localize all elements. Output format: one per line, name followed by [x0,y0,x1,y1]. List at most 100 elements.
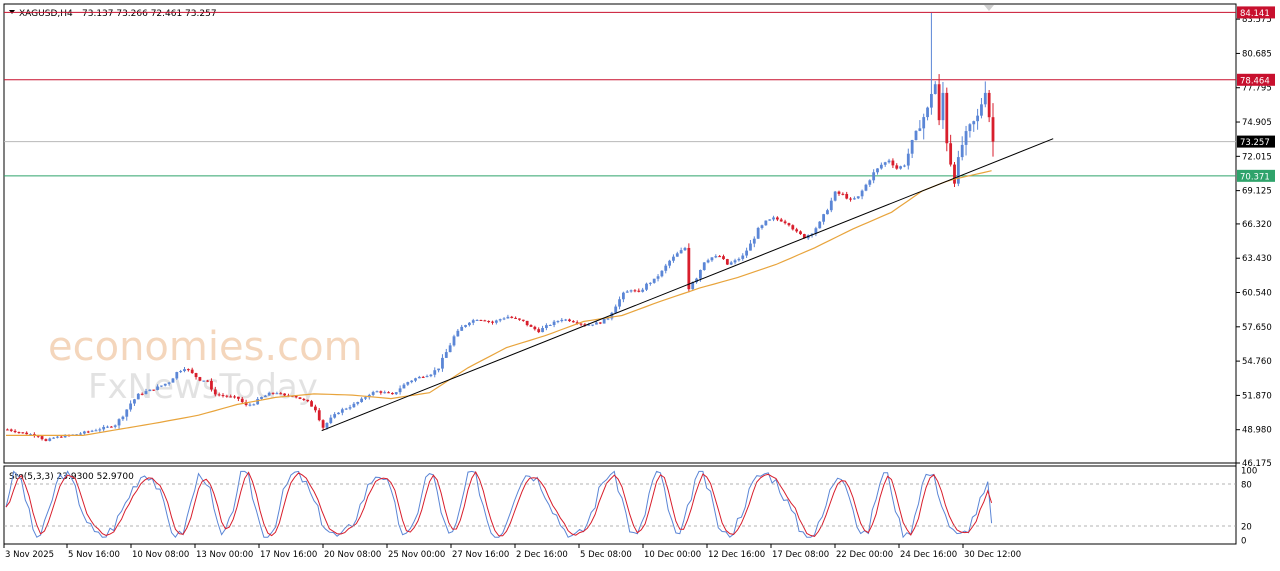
candle [9,428,13,432]
candle [102,424,106,432]
candle [737,257,741,262]
candle [529,324,533,327]
candle [679,247,683,254]
candle [248,402,252,407]
overlays [6,138,1054,436]
candle [783,219,787,225]
stochastic-panel[interactable] [3,465,1237,545]
candle [918,120,922,132]
candle [672,254,675,263]
candle [922,113,926,140]
symbol-label: XAGUSD,H4 [19,9,73,19]
candle [879,162,883,170]
time-tick-label: 13 Nov 00:00 [196,550,253,560]
candle [779,217,783,222]
candle [298,397,302,400]
candle [433,367,437,378]
candle [406,381,410,386]
candle [163,383,167,387]
candle [891,158,895,169]
candle [210,378,213,392]
horizontal-levels[interactable] [4,11,1236,177]
candle [21,432,25,434]
candle [471,318,475,326]
level-tag-current [1237,135,1275,148]
level-tag-resistance [1237,6,1275,19]
candle [926,106,929,121]
candle [417,375,421,379]
price-tick-label: 80.685 [1242,49,1272,59]
candle [229,394,233,398]
candle [129,400,132,412]
candle [664,263,668,274]
candle [660,270,664,278]
trendline[interactable] [321,138,1054,432]
candle [113,424,117,429]
candle [710,257,714,262]
candle [371,390,375,397]
candle [283,393,286,397]
candle [394,392,398,396]
stoch-tick-label: 100 [1241,467,1257,477]
candle [121,415,125,421]
candle [818,220,822,229]
candle [518,318,521,321]
candle [987,90,991,123]
watermark-economies: economies.com [48,324,363,370]
price-tick-label: 48.980 [1242,426,1272,436]
time-tick-label: 22 Dec 00:00 [836,550,893,560]
candle [314,404,317,413]
candle [86,430,90,434]
candle [421,375,425,379]
candle [964,125,968,156]
candle [648,282,652,286]
chart-shift-marker-icon[interactable] [984,5,994,11]
level-tag-resistance [1237,73,1275,86]
candle [756,226,760,239]
stoch-tick-label: 80 [1241,481,1252,491]
candle [814,226,818,237]
candle [545,323,548,331]
candle [321,419,325,431]
time-tick-label: 5 Nov 16:00 [68,550,120,560]
candle [610,311,614,321]
candle [6,428,9,431]
price-tick-label: 51.870 [1242,391,1272,401]
candle [179,369,183,374]
candle [776,216,779,222]
candle [133,398,136,406]
main-panel[interactable] [3,3,1237,464]
candle [633,289,637,293]
candle [502,317,506,321]
candle [972,120,976,132]
candle [29,433,32,436]
moving-average-line [6,170,992,436]
candle [571,320,575,323]
candle [745,247,748,258]
candle [991,103,995,157]
time-tick-label: 3 Nov 2025 [5,550,54,560]
candle [752,236,756,248]
candle [614,304,618,313]
candle [13,429,17,434]
candle [356,401,360,406]
candle [887,158,891,164]
level-tag-label: 73.257 [1240,138,1270,148]
candle [206,379,209,382]
candle [949,134,953,167]
candle [725,258,729,265]
price-tick-label: 66.320 [1242,220,1272,230]
candle [960,136,964,161]
candle [591,324,594,327]
candle [579,323,583,327]
candle [52,437,55,439]
candle [302,397,306,402]
candle [109,426,113,428]
candle [741,253,745,261]
candle [437,368,440,373]
candle [25,431,29,435]
candle [714,254,718,259]
candle [279,391,283,395]
